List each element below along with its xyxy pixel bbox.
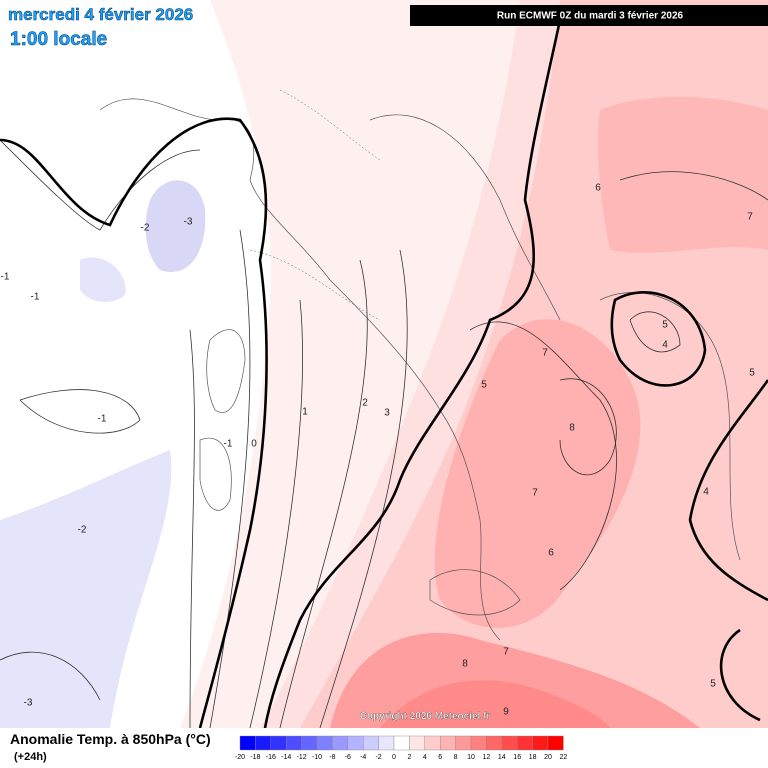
contour-label: 7 — [503, 647, 509, 658]
color-box — [486, 735, 502, 751]
color-box — [255, 735, 271, 751]
contour-label: -1 — [1, 272, 10, 283]
scale-tick-label: -2 — [375, 754, 381, 761]
contour-label: 3 — [384, 408, 390, 419]
legend-title: Anomalie Temp. à 850hPa (°C) — [10, 731, 211, 747]
color-box — [301, 735, 318, 751]
contour-label: 5 — [749, 368, 755, 379]
contours — [0, 19, 768, 729]
contour-label: 1 — [302, 407, 308, 418]
scale-tick-label: -16 — [266, 754, 276, 761]
color-box — [239, 735, 256, 751]
color-box — [455, 735, 472, 751]
color-box — [316, 735, 333, 751]
color-box — [347, 735, 364, 751]
scale-tick-label: 22 — [560, 754, 568, 761]
forecast-time: 1:00 locale — [10, 29, 107, 50]
scale-tick-label: -20 — [235, 754, 245, 761]
color-box — [470, 735, 487, 751]
legend-subtitle: (+24h) — [14, 751, 47, 763]
color-box — [409, 735, 425, 751]
color-box — [332, 735, 348, 751]
color-scale: -20 -18 -16 -14 -12 -10 -8 -6 -4 -2 0 2 4 6 8 10 12 14 16 1… — [235, 735, 568, 761]
contour-label: 5 — [662, 320, 668, 331]
contour-label: 4 — [662, 340, 668, 351]
contour-label: -3 — [184, 217, 193, 228]
contour-label: 5 — [481, 380, 487, 391]
color-box — [270, 735, 287, 751]
scale-tick-label: 16 — [513, 754, 521, 761]
contour-label: 4 — [703, 487, 709, 498]
contour-label: 8 — [462, 659, 468, 670]
scale-tick-label: 12 — [483, 754, 491, 761]
scale-tick-label: -10 — [312, 754, 322, 761]
contour-label: 5 — [710, 679, 716, 690]
scale-tick-label: 8 — [454, 754, 458, 761]
scale-tick-label: 20 — [544, 754, 552, 761]
forecast-date: mercredi 4 février 2026 — [8, 5, 193, 24]
scale-tick-label: -6 — [345, 754, 351, 761]
contour-label: 7 — [542, 348, 548, 359]
run-info: Run ECMWF 0Z du mardi 3 février 2026 — [497, 11, 684, 22]
scale-tick-label: -18 — [250, 754, 260, 761]
scale-tick-label: 4 — [423, 754, 427, 761]
contour-label: 7 — [532, 488, 538, 499]
scale-tick-label: 6 — [438, 754, 442, 761]
scale-tick-label: -12 — [297, 754, 307, 761]
scale-tick-label: 0 — [392, 754, 396, 761]
color-box — [532, 735, 549, 751]
contour-label: 6 — [548, 548, 554, 559]
color-box — [286, 735, 302, 751]
scale-tick-label: 2 — [407, 754, 411, 761]
contour-label: 2 — [362, 398, 368, 409]
contour-label: 8 — [569, 423, 575, 434]
contour-label: 9 — [503, 707, 509, 718]
color-box — [363, 735, 379, 751]
scale-tick-label: -8 — [329, 754, 335, 761]
color-box — [378, 735, 395, 751]
contour-label: -3 — [24, 698, 33, 709]
contour-label: 7 — [747, 212, 753, 223]
color-box — [501, 735, 518, 751]
color-box — [424, 735, 441, 751]
contour-label: 0 — [251, 439, 257, 450]
scale-tick-label: 10 — [467, 754, 475, 761]
contour-label: 6 — [595, 183, 601, 194]
anomaly-fields — [0, 0, 768, 728]
run-bar — [410, 5, 768, 26]
scale-tick-label: 18 — [529, 754, 537, 761]
color-box — [393, 735, 410, 751]
contour-label: -2 — [78, 525, 87, 536]
contour-label: -1 — [31, 292, 40, 303]
scale-tick-label: -14 — [281, 754, 291, 761]
color-box — [440, 735, 456, 751]
contour-label: -1 — [224, 439, 233, 450]
contour-label: -2 — [141, 223, 150, 234]
color-box — [547, 735, 564, 751]
scale-tick-label: -4 — [360, 754, 366, 761]
contour-label: -1 — [98, 414, 107, 425]
scale-tick-label: 14 — [498, 754, 506, 761]
copyright: Copyright 2026 Meteociel.fr — [360, 711, 491, 722]
contour-labels: -1 -1 -2 -3 -1 -1 0 1 2 3 -2 -3 5 7 8 7 6 6 7 5 4 5 4 5 8 7 9 — [1, 183, 756, 718]
color-box — [517, 735, 533, 751]
